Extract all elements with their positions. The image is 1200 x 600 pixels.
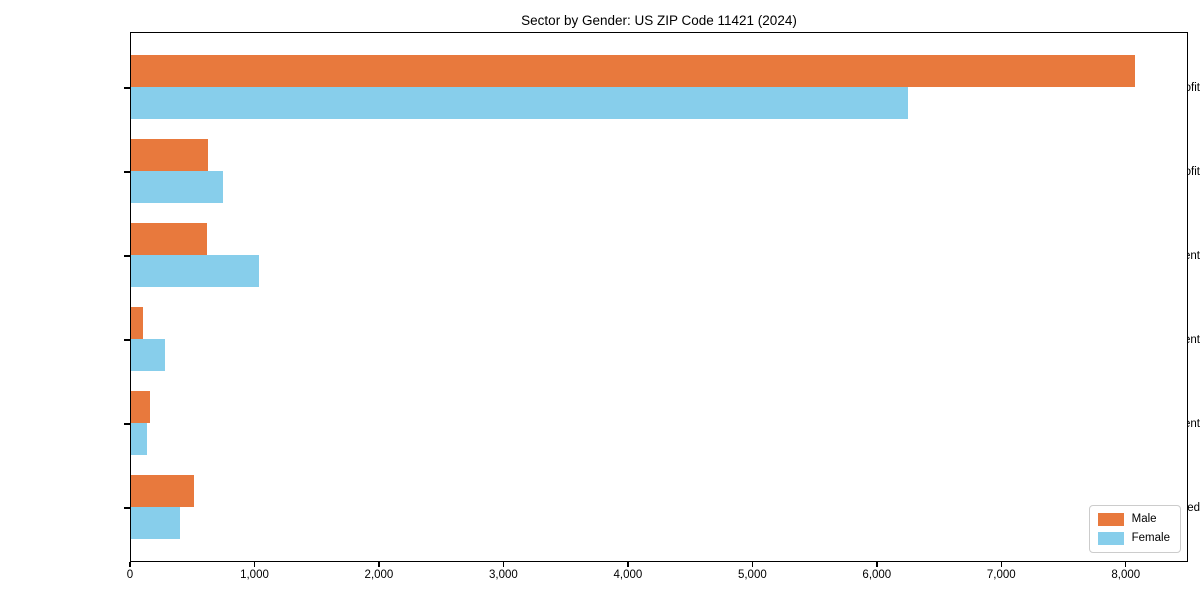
x-tick-mark	[1000, 562, 1002, 567]
bar-male-local-government	[131, 223, 207, 256]
legend: Male Female	[1088, 505, 1181, 553]
x-tick-label-1000: 1,000	[240, 569, 269, 581]
x-tick-label-0: 0	[126, 569, 134, 581]
x-tick-mark	[129, 562, 131, 567]
bar-female-federal-government	[131, 423, 147, 456]
legend-swatch-male	[1097, 513, 1124, 526]
x-tick-mark	[751, 562, 754, 567]
x-tick-mark	[378, 562, 380, 567]
legend-label-male: Male	[1131, 513, 1157, 525]
y-tick-mark	[124, 507, 130, 509]
x-tick-label-6000: 6,000	[862, 569, 892, 581]
x-tick-label-4000: 4,000	[613, 569, 643, 581]
bar-male-federal-government	[131, 391, 150, 424]
x-tick-label-3000: 3,000	[489, 569, 518, 581]
bar-female-state-government	[131, 339, 165, 372]
legend-entry-female: Female	[1097, 532, 1170, 545]
y-tick-mark	[124, 339, 130, 341]
y-tick-mark	[124, 87, 130, 89]
bar-female-private-non-profit	[131, 171, 223, 204]
legend-entry-male: Male	[1097, 513, 1170, 526]
y-tick-mark	[124, 255, 130, 257]
bar-female-private-for-profit	[131, 87, 908, 120]
x-tick-label-5000: 5,000	[737, 569, 767, 581]
legend-swatch-female	[1097, 532, 1124, 545]
x-tick-mark	[876, 562, 878, 567]
x-tick-mark	[253, 562, 256, 567]
legend-label-female: Female	[1131, 532, 1170, 544]
chart-title: Sector by Gender: US ZIP Code 11421 (202…	[521, 13, 797, 28]
bar-female-self-employed	[131, 507, 180, 540]
x-tick-label-8000: 8,000	[1111, 569, 1141, 581]
x-tick-mark	[627, 562, 629, 567]
x-tick-mark	[1125, 562, 1127, 567]
bar-male-private-non-profit	[131, 139, 208, 172]
bar-male-private-for-profit	[131, 55, 1135, 88]
y-tick-mark	[124, 423, 130, 425]
x-tick-label-2000: 2,000	[364, 569, 394, 581]
plot-area: Male Female	[130, 32, 1188, 562]
bar-male-state-government	[131, 307, 143, 340]
y-tick-mark	[124, 171, 130, 173]
bar-female-local-government	[131, 255, 259, 288]
x-tick-label-7000: 7,000	[986, 569, 1016, 581]
x-tick-mark	[502, 562, 505, 567]
bar-male-self-employed	[131, 475, 194, 508]
